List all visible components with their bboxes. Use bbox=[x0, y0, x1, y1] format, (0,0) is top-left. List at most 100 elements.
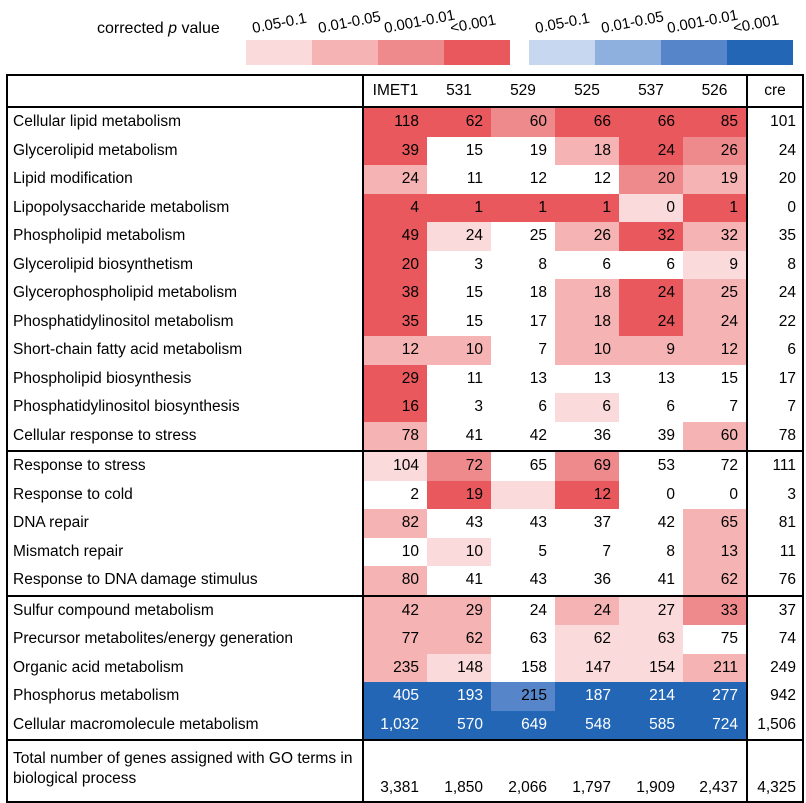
gene-count-cell: 6 bbox=[666, 255, 675, 273]
table-row: Glycerophospholipid metabolism 38 15 18 18 24… bbox=[7, 279, 803, 308]
go-term-label: Glycerophospholipid metabolism bbox=[13, 284, 238, 302]
go-term-label: Cellular response to stress bbox=[7, 421, 363, 452]
table-row: Cellular lipid metabolism 118 62 60 66 66 85 10… bbox=[7, 107, 803, 137]
gene-count-cell: 8 bbox=[538, 255, 547, 273]
gene-count-cell: 24 bbox=[683, 307, 747, 336]
gene-count-cell: 24 bbox=[746, 279, 803, 308]
table-row: Mismatch repair 10 10 5 7 8 13 11 bbox=[7, 537, 803, 566]
column-header: 537 bbox=[619, 75, 683, 108]
go-term-label: Phosphorus metabolism bbox=[13, 687, 180, 705]
gene-count-cell: 249 bbox=[746, 653, 803, 682]
column-header: 526 bbox=[683, 75, 747, 108]
go-term-label: Phospholipid metabolism bbox=[13, 227, 186, 245]
gene-count-cell: 8 bbox=[746, 250, 803, 279]
table-row: Glycerolipid metabolism 39 15 19 18 24 26 24 bbox=[7, 136, 803, 165]
total-row: Total number of genes assigned with GO t… bbox=[7, 740, 803, 802]
gene-count-cell: 6 bbox=[602, 255, 611, 273]
table-row: Phospholipid biosynthesis 29 11 13 13 13 15 17 bbox=[7, 364, 803, 393]
gene-count-cell: 17 bbox=[529, 312, 547, 330]
gene-count-cell: 24 bbox=[619, 136, 683, 165]
gene-count-cell: 1 bbox=[683, 193, 747, 222]
gene-count-cell: 13 bbox=[529, 369, 547, 387]
header-term bbox=[7, 75, 363, 108]
gene-count-cell: 10 bbox=[427, 336, 491, 365]
gene-count-cell: 24 bbox=[746, 136, 803, 165]
total-count-cell: 3,381 bbox=[362, 740, 427, 802]
table-row: DNA repair 82 43 43 37 42 65 81 bbox=[7, 509, 803, 538]
gene-count-cell: 18 bbox=[555, 307, 619, 336]
gene-count-cell: 3 bbox=[746, 480, 803, 509]
gene-count-cell: 49 bbox=[362, 222, 427, 251]
gene-count-cell: 29 bbox=[427, 595, 491, 625]
gene-count-cell: 42 bbox=[491, 421, 555, 452]
legend-red-swatch: <0.001 bbox=[444, 11, 510, 65]
gene-count-cell: 66 bbox=[555, 107, 619, 137]
gene-count-cell: 12 bbox=[362, 336, 427, 365]
gene-count-cell: 17 bbox=[746, 364, 803, 393]
gene-count-cell: 13 bbox=[657, 369, 675, 387]
gene-count-cell: 193 bbox=[427, 682, 491, 711]
table-row: Glycerolipid biosynthetism 20 3 8 6 6 9 8 bbox=[7, 250, 803, 279]
table-row: Phospholipid metabolism 49 24 25 26 32 32 35 bbox=[7, 222, 803, 251]
gene-count-cell: 25 bbox=[683, 279, 747, 308]
gene-count-cell: 18 bbox=[529, 284, 547, 302]
gene-count-cell: 0 bbox=[619, 193, 683, 222]
gene-count-cell: 37 bbox=[746, 595, 803, 625]
gene-count-cell: 24 bbox=[362, 165, 427, 194]
gene-count-cell: 1 bbox=[491, 193, 555, 222]
total-count-cell: 1,850 bbox=[444, 779, 483, 796]
table-row: Response to cold 2 19 12 0 0 3 bbox=[7, 480, 803, 509]
gene-count-cell: 20 bbox=[362, 250, 427, 279]
gene-count-cell: 187 bbox=[555, 682, 619, 711]
gene-count-cell: 1 bbox=[555, 193, 619, 222]
table-row: Phosphatidylinositol biosynthesis 16 3 6 6 6 7… bbox=[7, 393, 803, 422]
gene-count-cell: 16 bbox=[362, 393, 427, 422]
gene-count-cell: 0 bbox=[729, 485, 738, 503]
legend-red-swatch: 0.001-0.01 bbox=[378, 7, 456, 65]
column-header: IMET1 bbox=[362, 75, 427, 108]
legend-blue-swatch: 0.001-0.01 bbox=[661, 7, 739, 65]
gene-count-cell: 942 bbox=[746, 682, 803, 711]
gene-count-cell: 0 bbox=[666, 485, 675, 503]
legend-blue-swatch: 0.01-0.05 bbox=[595, 8, 665, 65]
gene-count-cell: 24 bbox=[529, 601, 547, 619]
go-term-label: Phosphatidylinositol biosynthesis bbox=[13, 398, 240, 416]
table-row: Cellular macromolecule metabolism 1,032 57… bbox=[7, 710, 803, 741]
gene-count-cell: 62 bbox=[427, 625, 491, 654]
gene-count-cell: 3 bbox=[474, 398, 483, 416]
legend-red-label: 0.05-0.1 bbox=[250, 9, 309, 37]
legend-red-label: <0.001 bbox=[448, 11, 498, 37]
gene-count-cell: 649 bbox=[491, 710, 555, 741]
go-term-table: IMET1 531 529 525 537 526 cre Cellular lipid m… bbox=[6, 74, 804, 803]
gene-count-cell: 12 bbox=[683, 336, 747, 365]
gene-count-cell: 78 bbox=[746, 421, 803, 452]
gene-count-cell: 25 bbox=[529, 227, 547, 245]
gene-count-cell: 39 bbox=[362, 136, 427, 165]
gene-count-cell: 570 bbox=[427, 710, 491, 741]
gene-count-cell: 60 bbox=[491, 107, 555, 137]
legend-blue-label: 0.05-0.1 bbox=[533, 9, 592, 37]
gene-count-cell: 24 bbox=[619, 307, 683, 336]
go-term-label: Cellular macromolecule metabolism bbox=[7, 710, 363, 741]
gene-count-cell: 6 bbox=[746, 336, 803, 365]
gene-count-cell: 147 bbox=[555, 653, 619, 682]
gene-count-cell: 1 bbox=[427, 193, 491, 222]
gene-count-cell: 20 bbox=[746, 165, 803, 194]
column-header: 531 bbox=[427, 75, 491, 108]
table-row: Organic acid metabolism 235 148 158 147 154 21… bbox=[7, 653, 803, 682]
gene-count-cell: 111 bbox=[746, 451, 803, 481]
legend: corrected p value 0.05-0.1 0.01-0.05 0.001… bbox=[0, 0, 806, 70]
gene-count-cell: 85 bbox=[683, 107, 747, 137]
gene-count-cell: 7 bbox=[602, 542, 611, 560]
gene-count-cell: 65 bbox=[683, 509, 747, 538]
gene-count-cell: 2 bbox=[362, 480, 427, 509]
gene-count-cell: 60 bbox=[683, 421, 747, 452]
total-count-cell: 1,909 bbox=[636, 779, 675, 796]
gene-count-cell: 18 bbox=[555, 136, 619, 165]
gene-count-cell: 7 bbox=[746, 393, 803, 422]
gene-count-cell: 42 bbox=[362, 595, 427, 625]
gene-count-cell: 38 bbox=[362, 279, 427, 308]
legend-blue-swatch: <0.001 bbox=[727, 11, 793, 65]
column-header: cre bbox=[746, 75, 803, 108]
legend-blue-scale: 0.05-0.1 0.01-0.05 0.001-0.01 <0.001 bbox=[529, 7, 793, 65]
